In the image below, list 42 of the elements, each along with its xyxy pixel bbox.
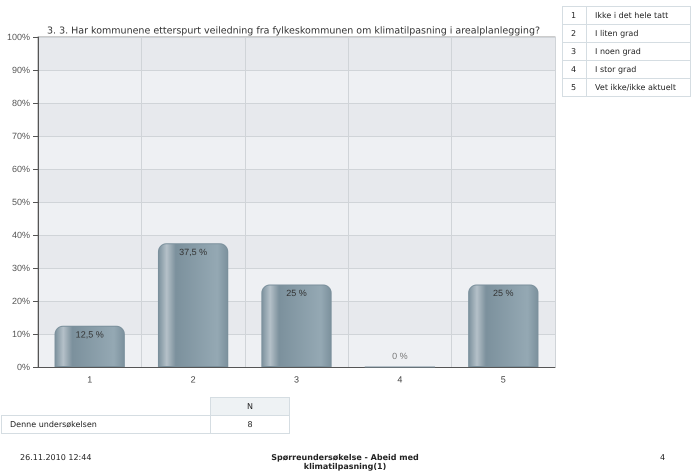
y-tick-label: 70% bbox=[12, 131, 30, 141]
text: Spørreundersøkelse - Abeid med klimatilpasning(1) bbox=[270, 453, 420, 471]
text: Ikke i det hele tatt bbox=[586, 6, 690, 24]
text: I liten grad bbox=[586, 24, 690, 42]
text: 4 bbox=[660, 453, 666, 462]
x-tick-label: 3 bbox=[294, 374, 300, 384]
y-tick-label: 20% bbox=[12, 296, 30, 306]
x-tick-label: 1 bbox=[87, 374, 92, 384]
x-tick-label: 4 bbox=[397, 374, 402, 384]
text: 5 bbox=[562, 78, 587, 96]
y-tick-label: 30% bbox=[12, 263, 30, 273]
bar bbox=[54, 326, 125, 367]
text: I noen grad bbox=[586, 42, 690, 60]
text: 26.11.2010 12:44 bbox=[20, 453, 92, 462]
y-tick-label: 80% bbox=[12, 98, 30, 108]
data-label: 25 % bbox=[286, 288, 307, 298]
text: I stor grad bbox=[586, 60, 690, 78]
y-tick-label: 60% bbox=[12, 164, 30, 174]
data-label: 25 % bbox=[493, 288, 514, 298]
text: 1 bbox=[562, 6, 587, 24]
text: 2 bbox=[562, 24, 587, 42]
y-tick-label: 40% bbox=[12, 230, 30, 240]
text: Denne undersøkelsen bbox=[2, 416, 210, 434]
data-label: 37,5 % bbox=[179, 246, 208, 257]
text: Vet ikke/ikke aktuelt bbox=[586, 78, 690, 96]
x-tick-label: 2 bbox=[190, 374, 196, 384]
text: 8 bbox=[210, 416, 290, 434]
x-tick-label: 5 bbox=[500, 374, 506, 384]
chart-title: 3. 3. Har kommunene etterspurt veiledning fra fylkeskommunen om klimatilpasning i arealplanlegging? bbox=[47, 26, 540, 36]
y-tick-label: 90% bbox=[12, 65, 30, 75]
text: 3 bbox=[562, 42, 587, 60]
text: N bbox=[210, 398, 290, 416]
data-label: 12,5 % bbox=[76, 329, 104, 340]
text: 4 bbox=[562, 60, 587, 78]
y-tick-label: 0% bbox=[16, 362, 30, 372]
y-tick-label: 100% bbox=[6, 32, 30, 42]
data-label: 0 % bbox=[392, 351, 408, 361]
y-tick-label: 50% bbox=[12, 197, 30, 207]
bar bbox=[261, 284, 332, 367]
bar bbox=[468, 284, 538, 367]
bar bbox=[158, 243, 228, 367]
y-tick-label: 10% bbox=[12, 329, 30, 339]
